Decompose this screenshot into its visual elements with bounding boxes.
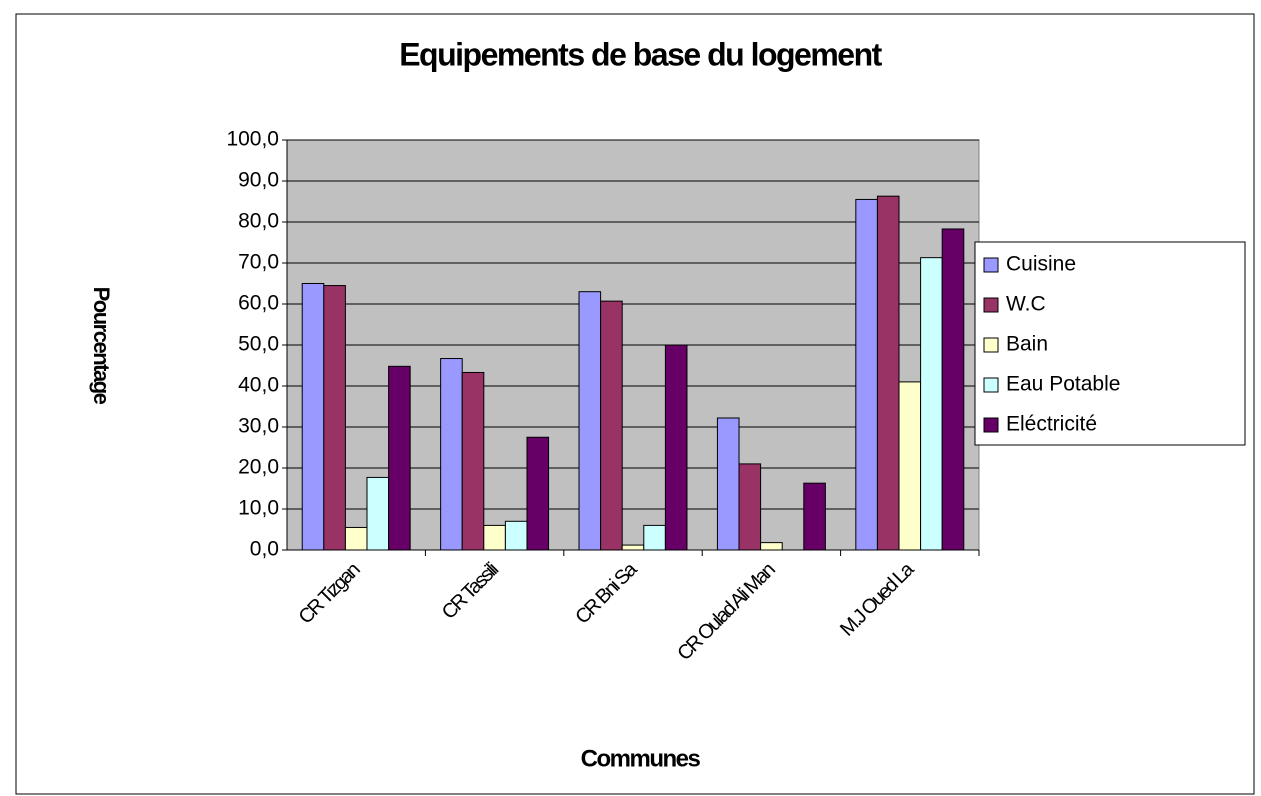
bar <box>366 476 390 551</box>
bar <box>643 524 666 551</box>
bar <box>920 257 943 551</box>
legend-label: Eau Potable <box>1006 373 1120 396</box>
y-tick-label: 0,0 <box>250 538 279 561</box>
bar <box>301 283 325 551</box>
bar <box>440 358 463 551</box>
bar <box>388 365 411 551</box>
legend-swatch <box>983 257 999 273</box>
bar <box>716 417 740 551</box>
bar <box>621 544 645 551</box>
bar <box>876 195 900 551</box>
legend-label: Bain <box>1006 333 1048 356</box>
bar <box>578 291 602 551</box>
legend-box <box>974 241 1246 446</box>
y-tick-label: 20,0 <box>238 456 279 479</box>
bar <box>483 524 506 551</box>
y-tick-label: 60,0 <box>238 292 279 315</box>
legend-label: Cuisine <box>1006 253 1076 276</box>
legend-swatch <box>983 337 999 353</box>
bar <box>526 436 550 551</box>
legend-label: W.C <box>1006 293 1046 316</box>
y-tick-label: 80,0 <box>238 210 279 233</box>
bar <box>600 300 623 551</box>
bar <box>344 526 368 551</box>
y-tick-label: 70,0 <box>238 251 279 274</box>
y-tick-label: 100,0 <box>226 128 279 151</box>
y-tick-label: 10,0 <box>238 497 279 520</box>
bar <box>504 520 528 551</box>
bar <box>461 371 485 551</box>
bar <box>664 344 688 551</box>
y-axis-label: Pourcentage <box>89 287 114 405</box>
bar <box>760 542 783 551</box>
y-tick-label: 50,0 <box>238 333 279 356</box>
bar <box>323 285 346 551</box>
x-axis-label: Communes <box>581 745 701 772</box>
legend-swatch <box>983 417 999 433</box>
y-tick-label: 30,0 <box>238 415 279 438</box>
y-tick-label: 40,0 <box>238 374 279 397</box>
bar <box>941 228 965 551</box>
bar <box>898 381 922 551</box>
bar <box>803 482 826 551</box>
legend-label: Eléctricité <box>1006 413 1097 436</box>
legend-swatch <box>983 377 999 393</box>
bar <box>855 198 878 551</box>
chart-title: Equipements de base du logement <box>399 36 882 72</box>
y-tick-label: 90,0 <box>238 169 279 192</box>
legend-swatch <box>983 297 999 313</box>
bar <box>738 463 762 551</box>
